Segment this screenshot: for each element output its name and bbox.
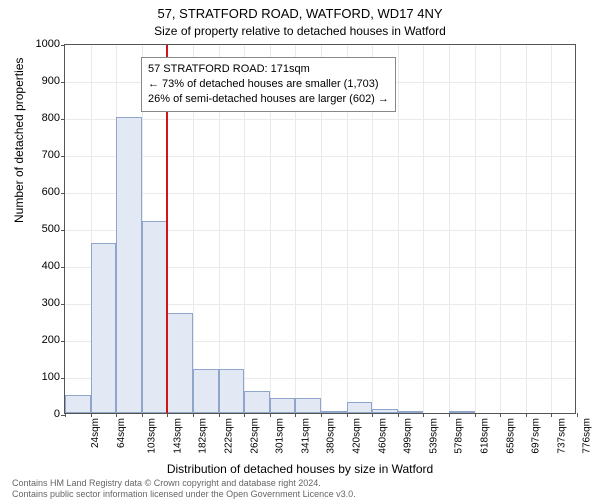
- gridline-v: [475, 45, 476, 413]
- y-tick-label: 600: [20, 186, 60, 198]
- x-tick-label: 182sqm: [198, 418, 209, 454]
- y-tick-label: 300: [20, 297, 60, 309]
- y-tick-label: 800: [20, 112, 60, 124]
- gridline-v: [500, 45, 501, 413]
- x-axis-label: Distribution of detached houses by size …: [0, 462, 600, 476]
- gridline-v: [526, 45, 527, 413]
- y-tick-label: 700: [20, 149, 60, 161]
- footer-line-1: Contains HM Land Registry data © Crown c…: [12, 478, 356, 489]
- histogram-bar: [142, 221, 168, 413]
- x-tick-label: 301sqm: [275, 418, 286, 454]
- annotation-line: 57 STRATFORD ROAD: 171sqm: [148, 62, 389, 77]
- x-tick-label: 262sqm: [249, 418, 260, 454]
- histogram-bar: [270, 398, 296, 413]
- x-tick-label: 460sqm: [377, 418, 388, 454]
- x-tick-label: 737sqm: [556, 418, 567, 454]
- y-tick-label: 200: [20, 334, 60, 346]
- histogram-bar: [91, 243, 117, 413]
- histogram-bar: [295, 398, 321, 413]
- x-tick-label: 380sqm: [326, 418, 337, 454]
- x-tick-label: 499sqm: [403, 418, 414, 454]
- histogram-bar: [193, 369, 219, 413]
- histogram-bar: [398, 411, 424, 413]
- histogram-bar: [321, 411, 347, 413]
- histogram-bar: [244, 391, 270, 413]
- y-tick-label: 1000: [20, 38, 60, 50]
- histogram-bar: [167, 313, 193, 413]
- annotation-line: ← 73% of detached houses are smaller (1,…: [148, 77, 389, 92]
- x-tick-label: 776sqm: [582, 418, 593, 454]
- x-tick-label: 578sqm: [454, 418, 465, 454]
- histogram-bar: [347, 402, 373, 413]
- y-tick-label: 0: [20, 408, 60, 420]
- x-tick-label: 658sqm: [505, 418, 516, 454]
- histogram-bar: [449, 411, 475, 413]
- gridline-v: [398, 45, 399, 413]
- footer-attribution: Contains HM Land Registry data © Crown c…: [12, 478, 356, 500]
- x-tick-label: 143sqm: [172, 418, 183, 454]
- x-tick-label: 420sqm: [352, 418, 363, 454]
- histogram-bar: [116, 117, 142, 413]
- y-tick-label: 500: [20, 223, 60, 235]
- annotation-line: 26% of semi-detached houses are larger (…: [148, 92, 389, 107]
- x-tick-label: 618sqm: [480, 418, 491, 454]
- annotation-box: 57 STRATFORD ROAD: 171sqm← 73% of detach…: [141, 57, 396, 112]
- x-tick-label: 222sqm: [224, 418, 235, 454]
- gridline-v: [551, 45, 552, 413]
- y-tick-label: 900: [20, 75, 60, 87]
- chart-plot-area: 57 STRATFORD ROAD: 171sqm← 73% of detach…: [64, 44, 576, 414]
- chart-title-sub: Size of property relative to detached ho…: [0, 24, 600, 38]
- gridline-v: [449, 45, 450, 413]
- x-tick-label: 697sqm: [531, 418, 542, 454]
- footer-line-2: Contains public sector information licen…: [12, 489, 356, 500]
- histogram-bar: [65, 395, 91, 414]
- y-tick-label: 100: [20, 371, 60, 383]
- gridline-v: [423, 45, 424, 413]
- histogram-bar: [372, 409, 398, 413]
- x-tick-label: 539sqm: [428, 418, 439, 454]
- chart-title-main: 57, STRATFORD ROAD, WATFORD, WD17 4NY: [0, 6, 600, 21]
- x-tick-label: 103sqm: [147, 418, 158, 454]
- x-tick-label: 64sqm: [116, 418, 127, 448]
- x-tick-label: 341sqm: [300, 418, 311, 454]
- histogram-bar: [219, 369, 245, 413]
- x-tick-label: 24sqm: [90, 418, 101, 448]
- y-tick-label: 400: [20, 260, 60, 272]
